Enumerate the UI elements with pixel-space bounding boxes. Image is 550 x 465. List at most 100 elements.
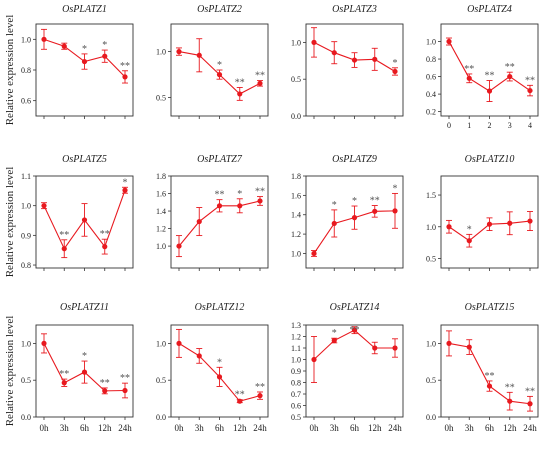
y-tick-label: 0.5 bbox=[426, 376, 436, 385]
significance-mark: ** bbox=[100, 229, 110, 240]
data-point bbox=[41, 36, 47, 42]
chart-title: OsPLATZ7 bbox=[197, 154, 243, 165]
chart-panel: OsPLATZ4 0.2 0.4 0.6 0.8 1.0 0 1 2 3 4 ** ** ** ** bbox=[426, 4, 539, 130]
data-point bbox=[311, 39, 317, 46]
y-tick-label: 0.5 bbox=[291, 413, 301, 422]
data-point bbox=[257, 393, 263, 399]
data-point bbox=[486, 221, 493, 227]
x-tick-label: 2 bbox=[488, 121, 492, 130]
chart-title: OsPLATZ9 bbox=[332, 154, 377, 165]
data-point bbox=[392, 345, 398, 351]
significance-mark: * bbox=[82, 44, 87, 55]
data-point bbox=[102, 244, 108, 250]
y-tick-label: 0.4 bbox=[426, 90, 436, 99]
x-tick-label: 12h bbox=[233, 423, 247, 433]
data-point bbox=[311, 356, 317, 363]
significance-mark: ** bbox=[255, 382, 265, 393]
x-tick-label: 3 bbox=[508, 121, 512, 130]
y-tick-label: 1.4 bbox=[291, 211, 301, 220]
y-tick-label: 1.1 bbox=[291, 344, 301, 353]
significance-mark: * bbox=[217, 357, 222, 368]
chart-title: OsPLATZ11 bbox=[60, 302, 109, 313]
significance-mark: * bbox=[467, 224, 472, 235]
y-tick-label: 1.4 bbox=[156, 207, 166, 216]
chart-title: OsPLATZ10 bbox=[465, 154, 515, 165]
x-tick-label: 24h bbox=[388, 423, 402, 433]
data-point bbox=[122, 74, 128, 80]
significance-mark: ** bbox=[215, 190, 225, 201]
significance-mark: ** bbox=[370, 196, 380, 207]
significance-mark: * bbox=[393, 183, 398, 194]
data-point bbox=[507, 73, 513, 80]
significance-mark: ** bbox=[59, 369, 69, 380]
y-tick-label: 1.8 bbox=[156, 172, 166, 181]
data-point bbox=[81, 217, 88, 223]
y-tick-label: 1.8 bbox=[291, 172, 301, 181]
data-point bbox=[216, 374, 223, 380]
significance-mark: * bbox=[82, 351, 87, 362]
data-point bbox=[257, 198, 263, 204]
significance-mark: ** bbox=[100, 378, 110, 389]
data-point bbox=[122, 387, 128, 394]
y-tick-label: 0.8 bbox=[21, 66, 31, 75]
significance-mark: ** bbox=[120, 61, 130, 72]
data-point bbox=[351, 327, 358, 333]
y-tick-label: 1.2 bbox=[291, 333, 301, 342]
x-tick-label: 3h bbox=[195, 423, 205, 433]
x-tick-label: 6h bbox=[80, 423, 90, 433]
data-point bbox=[196, 353, 202, 359]
significance-mark: ** bbox=[525, 75, 535, 86]
data-point bbox=[81, 58, 88, 65]
y-tick-label: 1.1 bbox=[21, 172, 31, 181]
data-point bbox=[527, 401, 533, 407]
y-tick-label: 1.0 bbox=[21, 35, 31, 44]
y-tick-label: 1.6 bbox=[291, 191, 301, 200]
significance-mark: ** bbox=[255, 187, 265, 198]
significance-mark: * bbox=[352, 196, 357, 207]
significance-mark: * bbox=[332, 200, 337, 211]
data-point bbox=[351, 215, 358, 221]
x-tick-label: 0h bbox=[445, 423, 455, 433]
x-tick-label: 0h bbox=[40, 423, 50, 433]
x-tick-label: 3h bbox=[60, 423, 70, 433]
plot-frame bbox=[305, 23, 404, 117]
y-tick-label: 1.2 bbox=[156, 225, 166, 234]
significance-mark: ** bbox=[505, 382, 515, 393]
data-point bbox=[311, 250, 317, 257]
significance-mark: * bbox=[332, 328, 337, 339]
y-tick-label: 1.2 bbox=[291, 230, 301, 239]
data-point bbox=[61, 246, 67, 252]
data-point bbox=[102, 388, 108, 394]
significance-mark: ** bbox=[350, 325, 360, 336]
significance-mark: * bbox=[123, 177, 128, 188]
data-point bbox=[196, 218, 202, 225]
data-point bbox=[446, 224, 452, 230]
data-point bbox=[351, 57, 358, 63]
chart-title: OsPLATZ4 bbox=[467, 4, 512, 15]
chart-title: OsPLATZ2 bbox=[197, 4, 242, 15]
significance-mark: ** bbox=[525, 386, 535, 397]
significance-mark: ** bbox=[120, 373, 130, 384]
x-tick-label: 24h bbox=[523, 423, 537, 433]
x-tick-label: 6h bbox=[215, 423, 225, 433]
data-point bbox=[102, 53, 108, 59]
x-tick-label: 12h bbox=[503, 423, 517, 433]
data-point bbox=[176, 243, 182, 249]
x-tick-label: 4 bbox=[528, 121, 532, 130]
data-point bbox=[237, 203, 243, 209]
significance-mark: ** bbox=[464, 64, 474, 75]
significance-mark: ** bbox=[485, 71, 495, 82]
significance-mark: ** bbox=[255, 71, 265, 82]
y-tick-label: 0.5 bbox=[291, 75, 301, 84]
data-point bbox=[486, 383, 493, 389]
y-axis-label: Relative expression level bbox=[4, 316, 16, 427]
data-point bbox=[372, 345, 378, 351]
data-point bbox=[507, 220, 513, 226]
significance-mark: ** bbox=[235, 77, 245, 88]
data-point bbox=[216, 203, 223, 209]
y-tick-label: 0.2 bbox=[426, 108, 436, 117]
